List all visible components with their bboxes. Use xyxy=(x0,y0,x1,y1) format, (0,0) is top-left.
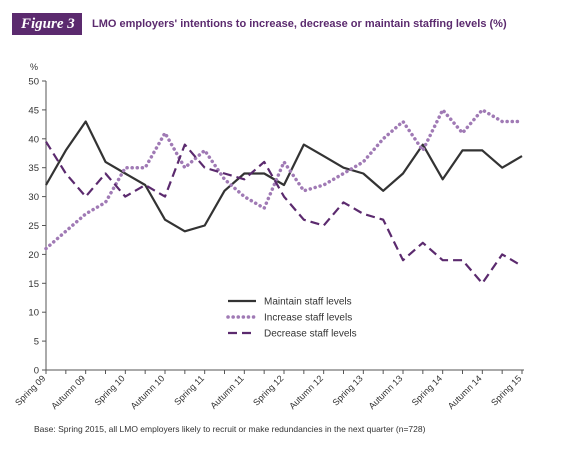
x-tick-label: Autumn 12 xyxy=(287,373,325,411)
x-tick-label: Autumn 09 xyxy=(49,373,87,411)
y-tick-label: 0 xyxy=(34,366,39,377)
x-tick-label: Spring 12 xyxy=(251,373,285,407)
legend-label: Maintain staff levels xyxy=(264,297,352,308)
x-tick-label: Autumn 11 xyxy=(208,373,245,410)
chart-title: LMO employers' intentions to increase, d… xyxy=(92,18,507,30)
x-axis-ticks: Spring 09 Autumn 09 Spring 10 Autumn 10 Spri… xyxy=(13,370,523,411)
x-tick-label: Spring 11 xyxy=(172,373,206,407)
series-line-dotted xyxy=(44,108,524,251)
y-tick-label: 15 xyxy=(28,279,39,290)
x-tick-label: Autumn 10 xyxy=(129,373,167,411)
series-line-solid xyxy=(45,120,523,233)
y-tick-label: 35 xyxy=(28,163,39,174)
x-tick-label: Spring 10 xyxy=(92,373,126,407)
series-line-dashed xyxy=(45,141,523,285)
chart-footnote: Base: Spring 2015, all LMO employers lik… xyxy=(34,424,426,434)
x-tick-label: Spring 13 xyxy=(330,373,364,407)
y-tick-label: 5 xyxy=(34,337,39,348)
y-tick-label: 50 xyxy=(28,77,39,88)
axes xyxy=(45,81,524,371)
y-tick-label: 10 xyxy=(28,308,39,319)
y-tick-label: 45 xyxy=(28,105,39,116)
y-tick-label: 20 xyxy=(28,250,39,261)
y-tick-label: 30 xyxy=(28,192,39,203)
y-tick-label: 40 xyxy=(28,134,39,145)
x-tick-label: Autumn 13 xyxy=(367,373,405,411)
legend-label: Increase staff levels xyxy=(264,313,352,324)
x-tick-label: Spring 09 xyxy=(13,373,47,407)
x-tick-label: Autumn 14 xyxy=(446,373,484,411)
x-tick-label: Spring 14 xyxy=(410,373,444,407)
legend-label: Decrease staff levels xyxy=(264,329,357,340)
y-tick-label: 25 xyxy=(28,221,39,232)
x-tick-label: Spring 15 xyxy=(489,373,523,407)
y-axis-label: % xyxy=(30,62,38,72)
series-lines xyxy=(44,108,524,285)
y-axis-ticks: 0 5 10 15 20 25 30 35 40 45 50 xyxy=(28,77,46,377)
figure-label: Figure 3 xyxy=(12,13,82,35)
legend: Maintain staff levels Increase staff leve… xyxy=(226,297,357,340)
